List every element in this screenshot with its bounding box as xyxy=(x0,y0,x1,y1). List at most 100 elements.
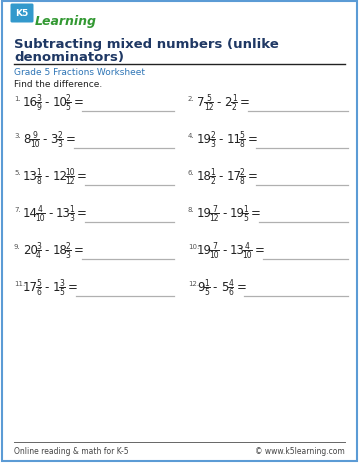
Text: 18: 18 xyxy=(197,170,212,183)
Text: 12: 12 xyxy=(204,103,214,112)
Text: 3: 3 xyxy=(60,278,65,288)
Text: -: - xyxy=(218,133,223,146)
Text: 1: 1 xyxy=(36,168,41,176)
Text: 17: 17 xyxy=(23,281,38,294)
Text: 1: 1 xyxy=(243,205,248,213)
Text: 6.: 6. xyxy=(188,169,195,175)
Text: 5: 5 xyxy=(221,281,228,294)
Text: 8: 8 xyxy=(239,140,244,149)
Text: -: - xyxy=(222,244,226,257)
Text: =: = xyxy=(74,96,84,109)
Text: Learning: Learning xyxy=(35,15,97,28)
Text: 10: 10 xyxy=(30,140,39,149)
Text: denominators): denominators) xyxy=(14,51,124,64)
Text: 4: 4 xyxy=(228,278,233,288)
Text: =: = xyxy=(66,133,76,146)
Text: 5: 5 xyxy=(65,103,70,112)
Text: 12.: 12. xyxy=(188,281,199,287)
Text: 9: 9 xyxy=(36,103,41,112)
Text: =: = xyxy=(251,207,261,220)
Text: 2: 2 xyxy=(210,131,215,140)
Text: 4: 4 xyxy=(36,250,41,259)
Text: 2: 2 xyxy=(224,96,232,109)
Text: 5.: 5. xyxy=(14,169,20,175)
Text: 2: 2 xyxy=(58,131,62,140)
Text: Online reading & math for K-5: Online reading & math for K-5 xyxy=(14,446,129,455)
Text: 3: 3 xyxy=(58,140,62,149)
Text: 10: 10 xyxy=(210,250,219,259)
Text: 3: 3 xyxy=(36,94,41,103)
Text: -: - xyxy=(48,207,52,220)
Text: 12: 12 xyxy=(65,176,74,186)
Text: 13: 13 xyxy=(56,207,71,220)
Text: 9: 9 xyxy=(32,131,37,140)
Text: 1: 1 xyxy=(52,281,60,294)
Text: =: = xyxy=(236,281,246,294)
Text: =: = xyxy=(68,281,78,294)
Text: 9.: 9. xyxy=(14,244,21,250)
Text: 8: 8 xyxy=(239,176,244,186)
Text: 4.: 4. xyxy=(188,133,195,139)
Text: 5: 5 xyxy=(243,213,248,223)
Text: 8: 8 xyxy=(23,133,31,146)
Text: =: = xyxy=(74,244,84,257)
Text: =: = xyxy=(240,96,250,109)
Text: 5: 5 xyxy=(60,288,65,296)
Text: K5: K5 xyxy=(15,9,29,19)
Text: 18: 18 xyxy=(52,244,67,257)
Text: 3: 3 xyxy=(36,242,41,250)
Text: -: - xyxy=(216,96,221,109)
Text: © www.k5learning.com: © www.k5learning.com xyxy=(255,446,345,455)
Text: -: - xyxy=(218,170,223,183)
Text: 19: 19 xyxy=(230,207,245,220)
Text: 2: 2 xyxy=(65,242,70,250)
Text: 3: 3 xyxy=(50,133,58,146)
FancyBboxPatch shape xyxy=(10,5,33,24)
Text: 7: 7 xyxy=(212,205,217,213)
Text: -: - xyxy=(44,96,49,109)
Text: 8: 8 xyxy=(36,176,41,186)
Text: -: - xyxy=(222,207,226,220)
Text: -: - xyxy=(213,281,217,294)
Text: 13: 13 xyxy=(230,244,245,257)
Text: =: = xyxy=(248,170,257,183)
Text: 4: 4 xyxy=(38,205,43,213)
Text: -: - xyxy=(44,170,49,183)
Text: 12: 12 xyxy=(210,213,219,223)
Text: 3.: 3. xyxy=(14,133,21,139)
Text: 3: 3 xyxy=(69,213,74,223)
Text: 5: 5 xyxy=(239,131,244,140)
Text: 10: 10 xyxy=(36,213,45,223)
Text: -: - xyxy=(42,133,47,146)
Text: 1: 1 xyxy=(210,168,215,176)
Text: =: = xyxy=(77,170,87,183)
Text: 13: 13 xyxy=(23,170,38,183)
Text: 3: 3 xyxy=(65,250,70,259)
Text: Subtracting mixed numbers (unlike: Subtracting mixed numbers (unlike xyxy=(14,38,279,51)
Text: 5: 5 xyxy=(205,288,209,296)
Text: 2: 2 xyxy=(65,94,70,103)
Text: 4: 4 xyxy=(245,242,250,250)
Text: 2: 2 xyxy=(210,176,215,186)
Text: 10: 10 xyxy=(242,250,252,259)
Text: 12: 12 xyxy=(52,170,67,183)
Text: 1: 1 xyxy=(69,205,74,213)
Text: 20: 20 xyxy=(23,244,38,257)
Text: 19: 19 xyxy=(197,133,212,146)
Text: 17: 17 xyxy=(226,170,241,183)
Text: 10.: 10. xyxy=(188,244,199,250)
Text: =: = xyxy=(248,133,257,146)
Text: 11: 11 xyxy=(226,133,241,146)
Text: 19: 19 xyxy=(197,244,212,257)
Text: 6: 6 xyxy=(228,288,233,296)
Text: 1.: 1. xyxy=(14,96,21,102)
Text: 9: 9 xyxy=(197,281,205,294)
Text: 7: 7 xyxy=(212,242,217,250)
Text: 2: 2 xyxy=(232,103,237,112)
Text: 19: 19 xyxy=(197,207,212,220)
Text: -: - xyxy=(44,281,49,294)
Text: 1: 1 xyxy=(205,278,209,288)
Text: 7.: 7. xyxy=(14,206,21,213)
Text: 5: 5 xyxy=(36,278,41,288)
Text: =: = xyxy=(255,244,265,257)
